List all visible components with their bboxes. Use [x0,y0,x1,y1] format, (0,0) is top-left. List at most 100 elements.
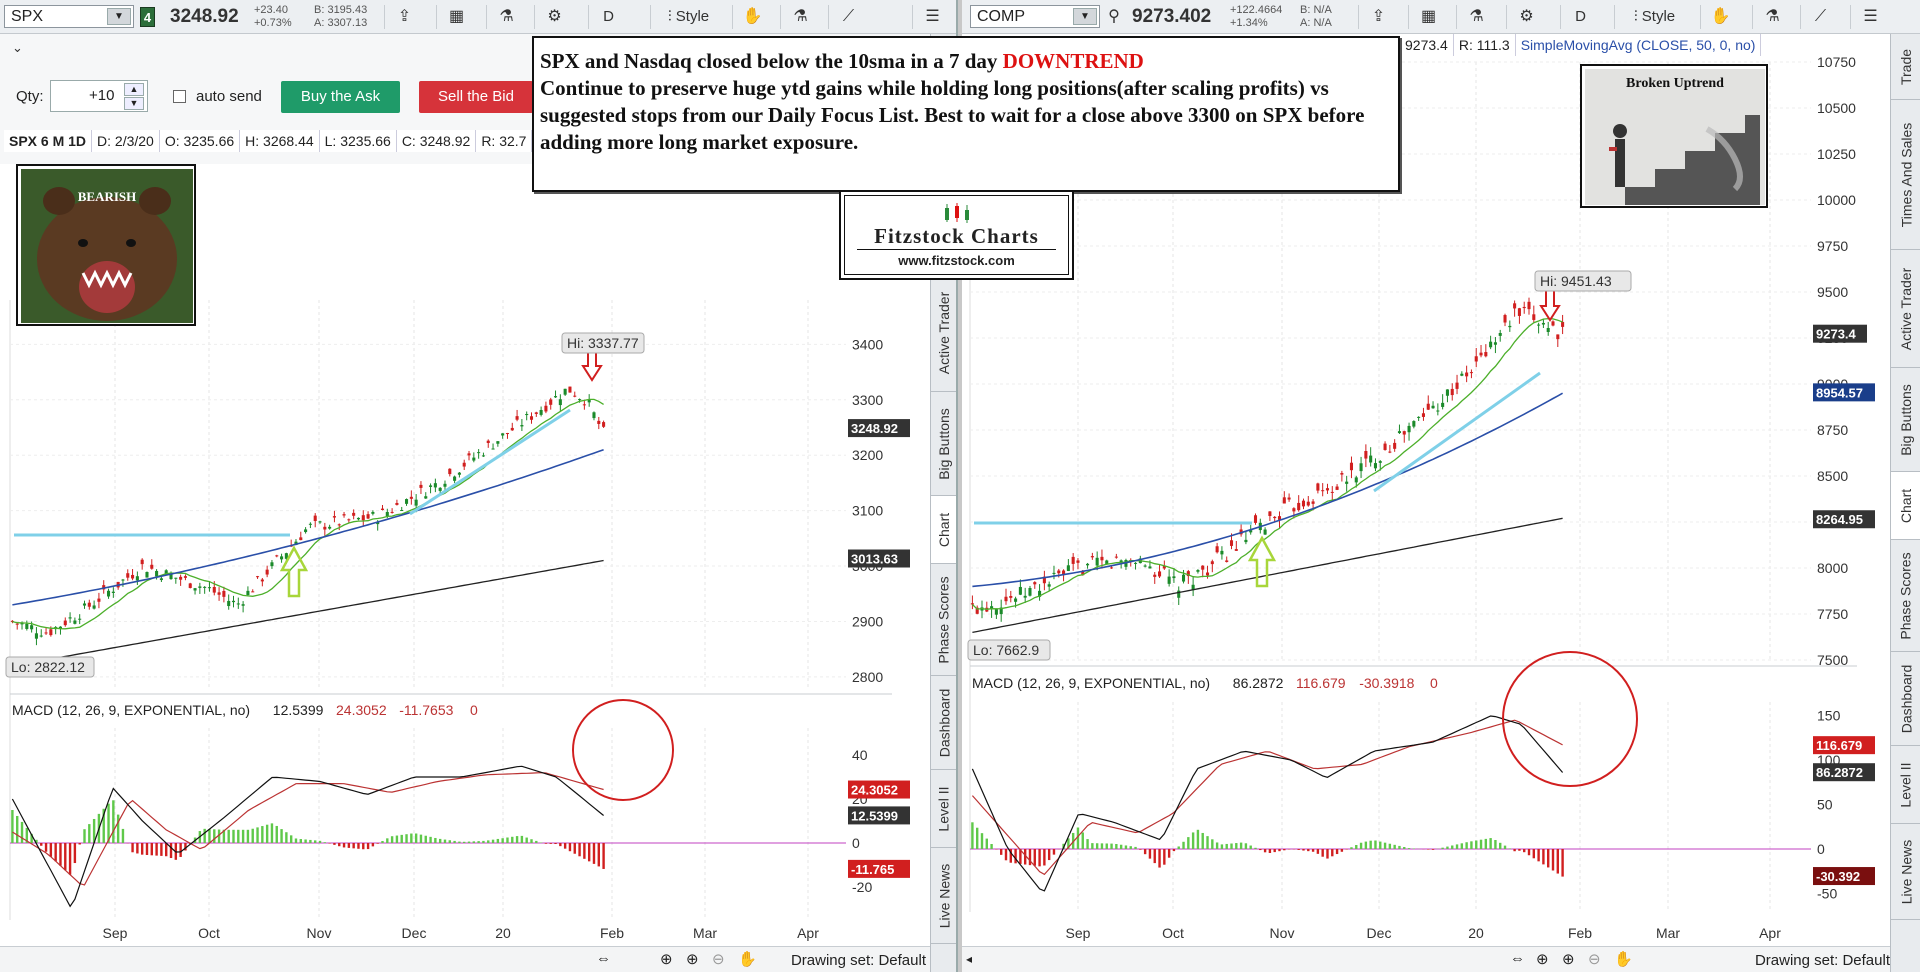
qty-down-icon[interactable]: ▼ [124,97,144,110]
link-icon[interactable]: ⚲ [1108,8,1120,25]
candle-body [212,587,216,593]
down-arrow-icon [581,349,603,382]
bid-ask: B: N/A A: N/A [1300,4,1332,30]
tab-phase-scores[interactable]: Phase Scores [931,564,956,676]
tab-live-news[interactable]: Live News [931,848,956,944]
note-body: Continue to preserve huge ytd gains whil… [540,76,1365,154]
qty-input[interactable]: +10 ▲ ▼ [50,80,148,112]
macd-tag: -11.765 [851,862,894,877]
style-button[interactable]: ⫶ Style [650,5,726,29]
candle-body [246,590,250,596]
time-tick-label: Apr [1759,925,1781,941]
pan-hand-icon[interactable]: ✋ [738,951,757,968]
candle-body [448,468,452,475]
tab-phase-scores[interactable]: Phase Scores [1891,540,1920,652]
candle-body [1479,352,1483,356]
chevron-down-icon[interactable]: ▼ [1073,8,1097,25]
candle-body [1086,563,1090,566]
drawing-tools-icon[interactable]: ⟋ [1800,5,1840,29]
period-button[interactable]: D [588,5,628,29]
calendar-icon[interactable]: ▦ [1408,5,1448,29]
hand-tool-icon[interactable]: ✋ [1700,5,1740,29]
chart-title[interactable]: SPX 6 M 1D [4,130,93,152]
crosshair-icon[interactable]: ⊕ [660,951,673,968]
candle-body [150,564,154,569]
scroll-left-icon[interactable]: ◂ [966,952,973,966]
candle-body [1153,574,1157,577]
tab-active-trader[interactable]: Active Trader [1891,250,1920,368]
qty-value: +10 [89,87,115,104]
hi-label-box [561,332,645,354]
zoom-in-icon[interactable]: ⊕ [686,951,699,968]
zoom-in-icon[interactable]: ⊕ [1562,951,1575,968]
lo-label-box [967,639,1051,661]
zoom-out-icon[interactable]: ⊖ [1588,951,1601,968]
price-tag: 3248.92 [851,421,898,436]
sell-the-bid-button[interactable]: Sell the Bid [419,81,533,113]
candle-body [515,416,519,420]
zoom-out-icon[interactable]: ⊖ [712,951,725,968]
hand-tool-icon[interactable]: ✋ [732,5,772,29]
down-arrow-icon [1539,289,1561,322]
collapse-chevron-icon[interactable]: ⌄ [12,40,23,55]
candle-body [424,496,428,499]
share-icon[interactable]: ⇪ [1358,5,1398,29]
candle-body [1100,556,1104,561]
tab-big-buttons[interactable]: Big Buttons [1891,368,1920,472]
candle-body [1273,516,1277,519]
gear-icon[interactable]: ⚙ [534,5,574,29]
net-change: +23.40 +0.73% [254,4,292,30]
tab-trade[interactable]: Trade [1891,34,1920,100]
annotation-circle [1502,651,1638,787]
style-button[interactable]: ⫶ Style [1614,5,1694,29]
flask-icon[interactable]: ⚗ [486,5,526,29]
candle-body [126,573,130,578]
symbol-selector[interactable]: SPX ▼ [4,5,134,28]
candle-body [486,440,490,443]
scroll-both-icon[interactable]: ⇔ [1510,950,1525,967]
candle-body [1263,529,1267,535]
chevron-down-icon[interactable]: ▼ [107,8,131,25]
candle-body [1373,463,1377,469]
menu-icon[interactable]: ☰ [912,5,952,29]
drawing-tools-icon[interactable]: ⟋ [828,5,868,29]
tab-live-news[interactable]: Live News [1891,824,1920,920]
gear-icon[interactable]: ⚙ [1506,5,1546,29]
drawing-set-label[interactable]: Drawing set: Default [790,952,926,969]
studies-icon[interactable]: ⚗ [1752,5,1792,29]
flask-icon[interactable]: ⚗ [1456,5,1496,29]
bear-image: BEARISH [16,164,196,326]
tab-chart[interactable]: Chart [1891,472,1920,540]
qty-up-icon[interactable]: ▲ [124,83,144,96]
link-group-badge[interactable]: 4 [140,7,155,27]
crosshair-icon[interactable]: ⊕ [1536,951,1549,968]
left-price-chart[interactable]: Sep Oct Nov Dec 20 Feb Mar Apr 3400 3300 3200 3100 3… [0,0,930,946]
candle-body [1205,572,1210,576]
tab-chart[interactable]: Chart [931,496,956,564]
candle-body [970,603,974,605]
tab-dashboard[interactable]: Dashboard [1891,652,1920,746]
auto-send-checkbox[interactable] [173,90,186,103]
header-sma[interactable]: SimpleMovingAvg (CLOSE, 50, 0, no) [1516,34,1762,56]
tab-times-and-sales[interactable]: Times And Sales [1891,100,1920,250]
symbol-selector[interactable]: COMP ▼ [970,5,1100,28]
candle-body [1335,486,1339,490]
tab-active-trader[interactable]: Active Trader [931,274,956,392]
candle-body [44,632,48,634]
commentary-note: SPX and Nasdaq closed below the 10sma in… [532,36,1400,192]
tab-big-buttons[interactable]: Big Buttons [931,392,956,496]
tab-level-ii[interactable]: Level II [1891,746,1920,824]
menu-icon[interactable]: ☰ [1850,5,1890,29]
studies-icon[interactable]: ⚗ [780,5,820,29]
calendar-icon[interactable]: ▦ [436,5,476,29]
tab-label: Phase Scores [936,575,953,664]
buy-the-ask-button[interactable]: Buy the Ask [281,81,400,113]
drawing-set-label[interactable]: Drawing set: Default [1754,952,1890,969]
share-icon[interactable]: ⇪ [384,5,424,29]
candle-body [1090,556,1094,558]
period-button[interactable]: D [1560,5,1600,29]
tab-level-ii[interactable]: Level II [931,770,956,848]
tab-dashboard[interactable]: Dashboard [931,676,956,770]
pan-hand-icon[interactable]: ✋ [1614,951,1633,968]
scroll-left-icon[interactable]: ⇔ [596,950,611,967]
